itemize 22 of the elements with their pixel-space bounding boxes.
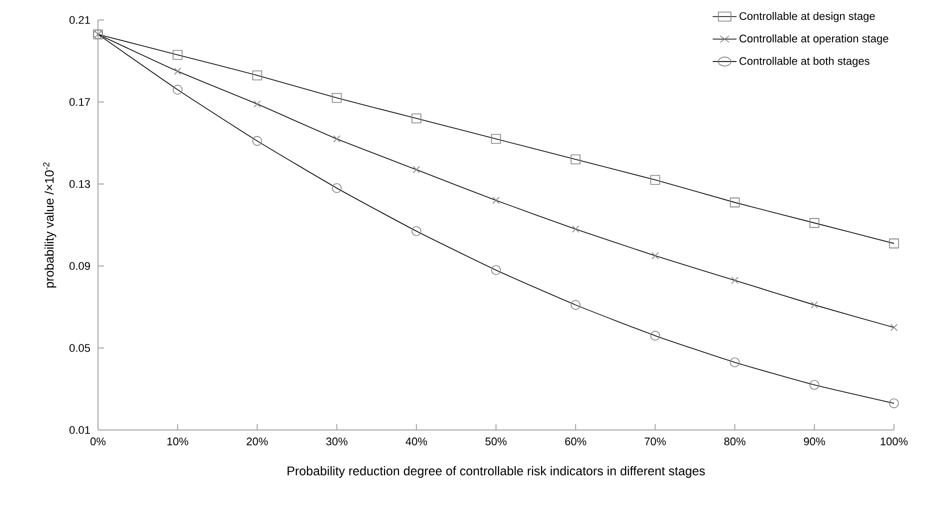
x-tick-label: 70%	[644, 438, 666, 446]
x-tick-label: 90%	[804, 438, 825, 446]
y-tick-label: 0.01	[69, 426, 90, 434]
x-tick-label: 100%	[880, 438, 908, 446]
x-tick-label: 60%	[565, 438, 586, 446]
x-axis-title: Probability reduction degree of controllable risk indicators in different stages	[288, 466, 705, 478]
x-tick-label: 40%	[406, 438, 428, 446]
y-tick-label: 0.17	[69, 98, 90, 106]
legend-label: Controllable at design stage	[740, 12, 875, 22]
x-tick-label: 50%	[485, 438, 507, 446]
x-tick-label: 10%	[167, 438, 188, 446]
y-tick-label: 0.21	[69, 16, 90, 24]
x-tick-label: 20%	[246, 438, 268, 446]
y-axis-title: probability value /×10$^{-2}$	[43, 162, 56, 288]
legend-label: Controllable at both stages	[740, 56, 870, 68]
x-tick-label: 80%	[724, 438, 746, 446]
y-tick-label: 0.05	[69, 344, 90, 352]
y-tick-label: 0.13	[69, 180, 90, 188]
y-tick-label: 0.09	[69, 262, 90, 270]
x-tick-label: 30%	[326, 438, 348, 446]
x-tick-label: 0%	[90, 438, 106, 446]
legend-label: Controllable at operation stage	[740, 34, 888, 45]
